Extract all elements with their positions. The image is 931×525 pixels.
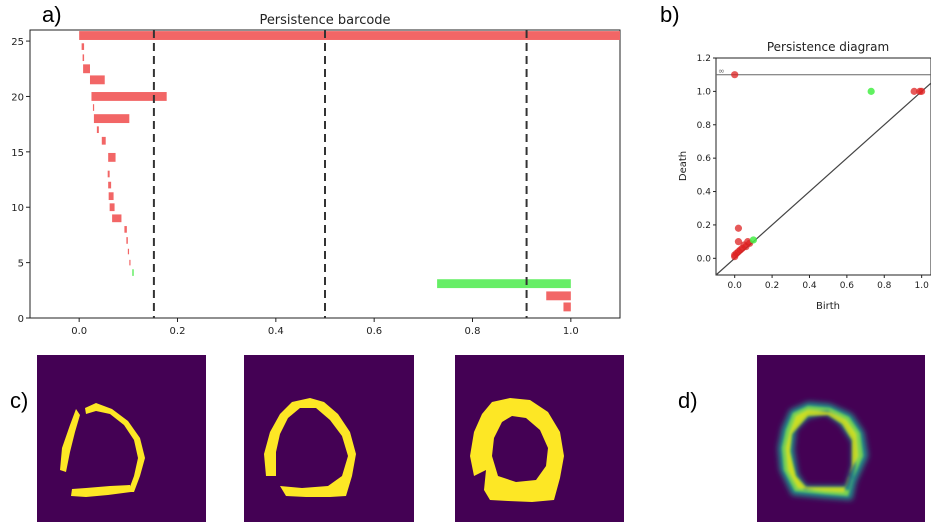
y-tick-label: 0.8 (697, 121, 712, 131)
barcode-x-ticks: 0.0 0.2 0.4 0.6 0.8 1.0 (71, 318, 579, 337)
panel-label-d: d) (678, 388, 698, 413)
panel-label-b: b) (660, 2, 680, 27)
y-tick-label: 0 (18, 314, 24, 325)
y-tick-label: 25 (11, 37, 24, 48)
barcode-bar (108, 181, 112, 189)
binary-image-3 (455, 355, 624, 522)
barcode-bar (546, 291, 571, 301)
diagram-x-ticks: 0.0 0.2 0.4 0.6 0.8 1.0 (728, 275, 929, 291)
point-dim0 (910, 87, 918, 95)
barcode-bar (82, 54, 85, 62)
x-tick-label: 0.8 (877, 281, 892, 291)
y-tick-label: 5 (18, 259, 24, 270)
y-tick-label: 0.0 (697, 254, 712, 264)
diagram-title: Persistence diagram (767, 40, 889, 54)
point-dim0 (734, 238, 743, 246)
barcode-bar (83, 64, 90, 74)
barcode-bars (79, 31, 620, 312)
binary-image-1 (37, 355, 206, 522)
x-tick-label: 0.4 (802, 281, 817, 291)
y-tick-label: 0.4 (697, 188, 712, 198)
x-tick-label: 0.4 (268, 326, 284, 337)
diagram-xlabel: Birth (816, 301, 840, 312)
barcode-y-ticks: 0 5 10 15 20 25 (11, 37, 30, 325)
barcode-threshold-lines (152, 30, 528, 318)
barcode-bar (81, 43, 85, 50)
y-tick-label: 1.2 (697, 54, 711, 64)
barcode-bar (127, 248, 130, 255)
y-tick-label: 0.6 (697, 154, 712, 164)
barcode-bar (96, 126, 99, 134)
barcode-bar (112, 214, 122, 223)
panel-label-c: c) (10, 388, 29, 413)
barcode-bar (109, 203, 115, 212)
barcode-bar (108, 152, 116, 162)
point-dim0 (918, 87, 926, 95)
x-tick-label: 0.0 (71, 326, 87, 337)
x-tick-label: 0.6 (366, 326, 382, 337)
x-tick-label: 1.0 (563, 326, 579, 337)
point-dim1 (749, 236, 757, 244)
barcode-bar (107, 170, 110, 178)
point-dim1 (867, 87, 875, 95)
barcode-bar (437, 279, 571, 289)
point-dim0 (734, 224, 743, 232)
barcode-bar (89, 75, 105, 85)
blurred-image (757, 355, 925, 522)
point-dim0 (731, 71, 739, 79)
y-tick-label: 0.2 (697, 221, 711, 231)
diagram-y-ticks: 0.0 0.2 0.4 0.6 0.8 1.0 1.2 (697, 54, 716, 264)
barcode-chart: Persistence barcode 0.0 0.2 0.4 0.6 0.8 1.0 0… (11, 13, 621, 337)
panel-label-a: a) (42, 2, 62, 27)
diagram-content: ∞ (715, 67, 931, 276)
x-tick-label: 1.0 (914, 281, 929, 291)
barcode-bar (124, 226, 127, 233)
y-tick-label: 20 (11, 92, 24, 103)
diagram-plot-frame (715, 57, 931, 276)
barcode-bar (93, 114, 130, 124)
point-dim0 (731, 253, 739, 261)
barcode-bar (126, 237, 128, 244)
point-dim0 (734, 248, 743, 256)
diagram-ylabel: Death (678, 151, 689, 181)
y-tick-label: 15 (11, 148, 24, 159)
barcode-bar (129, 259, 131, 266)
barcode-bar (108, 192, 114, 201)
barcode-title: Persistence barcode (259, 13, 390, 28)
binary-image-2 (244, 355, 414, 522)
infinity-label: ∞ (718, 67, 725, 76)
barcode-bar (91, 92, 167, 101)
y-tick-label: 10 (11, 203, 24, 214)
persistence-diagram: Persistence diagram ∞ 0.0 0.2 0.4 0.6 0.8 1.0… (678, 40, 931, 312)
barcode-bar (563, 302, 571, 312)
barcode-bar (79, 31, 620, 40)
x-tick-label: 0.2 (170, 326, 186, 337)
barcode-bar (92, 104, 95, 111)
x-tick-label: 0.6 (840, 281, 855, 291)
x-tick-label: 0.8 (465, 326, 481, 337)
x-tick-label: 0.2 (765, 281, 779, 291)
y-tick-label: 1.0 (697, 87, 712, 97)
barcode-bar (132, 269, 134, 276)
x-tick-label: 0.0 (728, 281, 743, 291)
barcode-bar (101, 136, 106, 145)
